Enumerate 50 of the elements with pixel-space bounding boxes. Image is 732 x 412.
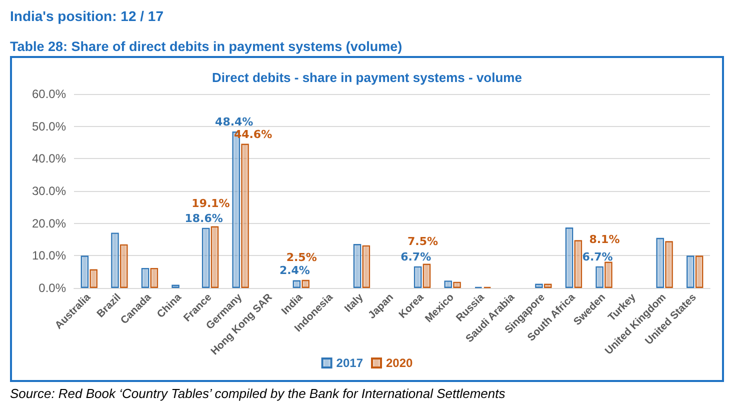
bar bbox=[120, 244, 128, 288]
data-label: 2.5% bbox=[286, 250, 317, 264]
data-label: 6.7% bbox=[400, 250, 432, 264]
bar bbox=[292, 280, 301, 288]
data-label: 6.7% bbox=[582, 250, 613, 264]
bar bbox=[202, 228, 210, 288]
data-label: 18.6% bbox=[184, 212, 223, 225]
data-label: 48.4% bbox=[215, 116, 254, 129]
legend-label: 2017 bbox=[336, 356, 364, 370]
bar bbox=[604, 262, 612, 288]
legend-label: 2020 bbox=[386, 356, 414, 370]
source-note: Source: Red Book ‘Country Tables’ compiled by the Bank for International Settlements bbox=[10, 386, 506, 401]
y-tick-label: 50.0% bbox=[32, 119, 66, 134]
y-tick-label: 60.0% bbox=[32, 87, 66, 101]
y-tick-label: 20.0% bbox=[32, 216, 66, 230]
bar bbox=[302, 280, 310, 288]
text: India's position: 12 / 17 bbox=[10, 8, 164, 24]
caption: Table 28: Share of direct debits in payment systems (volume) bbox=[10, 39, 402, 54]
bar bbox=[353, 244, 362, 288]
data-label: 2.4% bbox=[279, 264, 310, 278]
bar bbox=[665, 241, 673, 288]
y-tick-label: 30.0% bbox=[32, 184, 66, 198]
bar bbox=[210, 226, 219, 288]
bar bbox=[90, 269, 98, 288]
data-label: 7.5% bbox=[407, 234, 438, 248]
chart-title: Direct debits - share in payment systems - volume bbox=[212, 70, 522, 85]
bar bbox=[453, 282, 461, 288]
data-label: 19.1% bbox=[192, 197, 230, 210]
y-tick-label: 10.0% bbox=[32, 248, 66, 263]
bar bbox=[444, 280, 452, 288]
bar bbox=[695, 256, 704, 288]
bar bbox=[241, 144, 249, 288]
bar bbox=[362, 245, 370, 288]
bar bbox=[414, 266, 422, 288]
bar bbox=[150, 268, 158, 288]
bar bbox=[544, 284, 552, 288]
y-tick-label: 0.0% bbox=[38, 281, 66, 295]
bar bbox=[172, 284, 180, 288]
bar bbox=[80, 256, 89, 288]
bar bbox=[596, 266, 604, 288]
y-tick-label: 40.0% bbox=[32, 152, 66, 166]
bar bbox=[141, 268, 150, 288]
bar bbox=[656, 238, 664, 288]
bar bbox=[422, 264, 431, 288]
bar bbox=[111, 232, 119, 288]
bar bbox=[574, 240, 582, 288]
bar bbox=[686, 256, 694, 288]
bar bbox=[565, 228, 574, 288]
data-label: 8.1% bbox=[589, 232, 620, 246]
bar bbox=[535, 284, 543, 288]
